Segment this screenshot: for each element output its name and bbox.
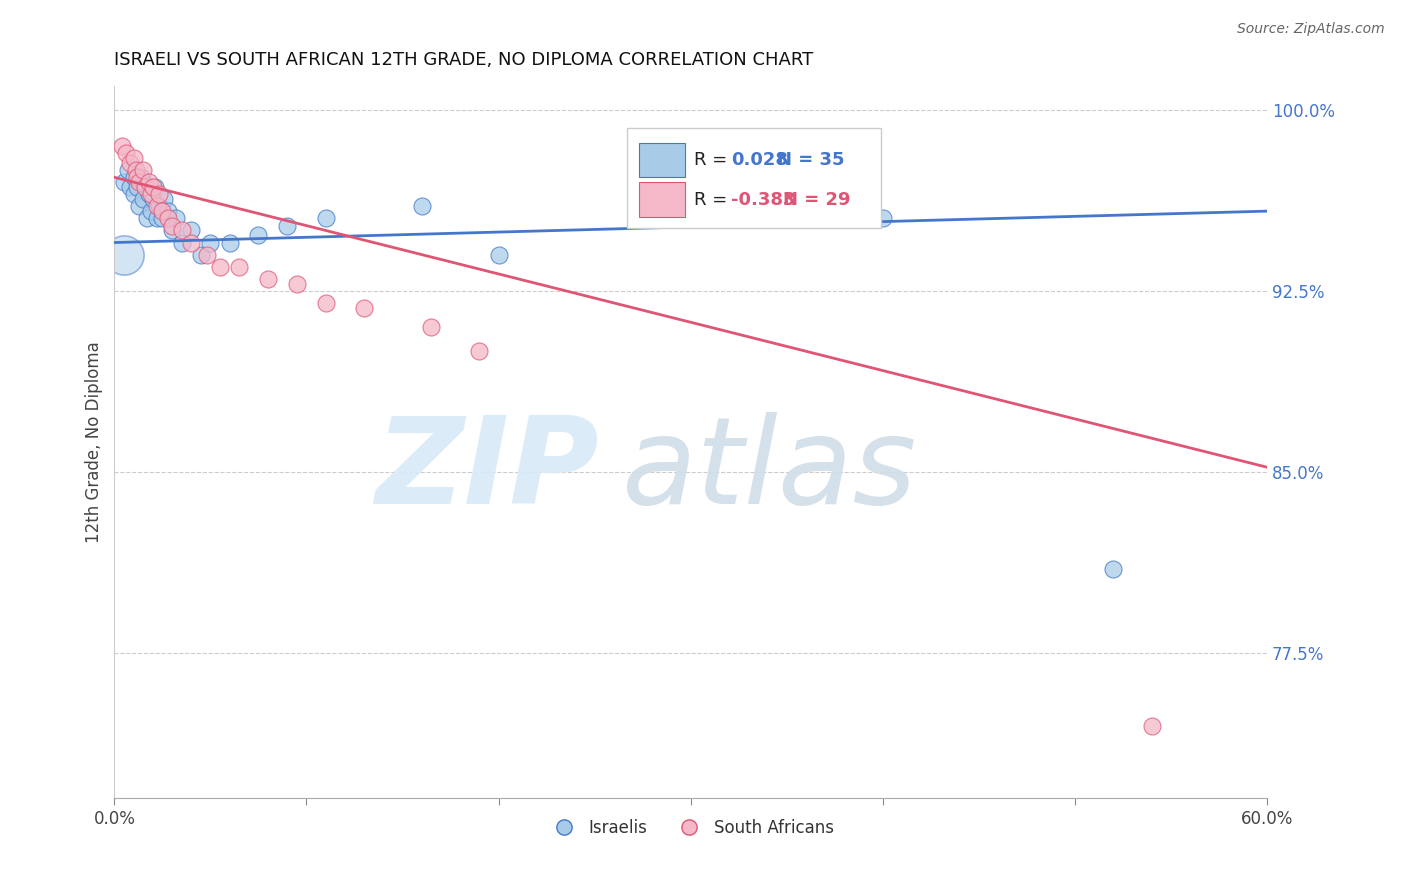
Point xyxy=(872,211,894,226)
Point xyxy=(127,180,149,194)
Point xyxy=(488,247,510,261)
Point xyxy=(145,211,167,226)
Text: -0.383: -0.383 xyxy=(731,191,796,209)
Point xyxy=(195,247,218,261)
Point xyxy=(285,277,308,291)
Point xyxy=(468,344,491,359)
Text: Source: ZipAtlas.com: Source: ZipAtlas.com xyxy=(1237,22,1385,37)
Text: ISRAELI VS SOUTH AFRICAN 12TH GRADE, NO DIPLOMA CORRELATION CHART: ISRAELI VS SOUTH AFRICAN 12TH GRADE, NO … xyxy=(114,51,814,69)
Point xyxy=(139,204,162,219)
Point xyxy=(180,223,202,237)
Y-axis label: 12th Grade, No Diploma: 12th Grade, No Diploma xyxy=(86,341,103,542)
Point xyxy=(218,235,240,250)
Point xyxy=(132,175,155,189)
Point xyxy=(1102,562,1125,576)
Point xyxy=(148,199,170,213)
Point xyxy=(1140,719,1163,733)
Point xyxy=(209,260,232,274)
Text: ZIP: ZIP xyxy=(375,412,599,529)
Point xyxy=(315,211,337,226)
Point xyxy=(200,235,222,250)
Point xyxy=(112,175,135,189)
Point xyxy=(132,163,155,178)
Point xyxy=(679,199,702,213)
Point xyxy=(129,170,152,185)
Bar xyxy=(638,143,685,177)
Text: R =: R = xyxy=(695,151,733,169)
Point xyxy=(134,180,156,194)
Point xyxy=(115,146,138,161)
Point xyxy=(148,187,170,202)
Point xyxy=(139,187,162,202)
Point xyxy=(138,187,160,202)
Point xyxy=(122,170,145,185)
Point xyxy=(180,235,202,250)
Point xyxy=(152,204,174,219)
Legend: Israelis, South Africans: Israelis, South Africans xyxy=(540,812,841,843)
Point xyxy=(170,223,193,237)
Point xyxy=(157,211,180,226)
Point xyxy=(353,301,375,315)
Point xyxy=(190,247,212,261)
Point xyxy=(165,211,187,226)
Point xyxy=(122,151,145,165)
Point xyxy=(143,180,166,194)
Point xyxy=(228,260,250,274)
Point xyxy=(118,180,141,194)
Point xyxy=(152,211,174,226)
Point xyxy=(420,320,443,334)
Point xyxy=(160,219,183,233)
Point xyxy=(142,180,165,194)
Point xyxy=(128,175,150,189)
Text: atlas: atlas xyxy=(621,412,917,529)
Bar xyxy=(638,183,685,217)
Point xyxy=(153,192,176,206)
Point xyxy=(128,199,150,213)
Point xyxy=(145,199,167,213)
Point xyxy=(132,192,155,206)
Text: R =: R = xyxy=(695,191,733,209)
Point xyxy=(160,223,183,237)
Point xyxy=(117,163,139,178)
Point xyxy=(124,163,146,178)
FancyBboxPatch shape xyxy=(627,128,880,228)
Point xyxy=(157,204,180,219)
Point xyxy=(276,219,298,233)
Point xyxy=(136,211,159,226)
Point xyxy=(118,156,141,170)
Point xyxy=(138,175,160,189)
Point xyxy=(112,247,135,261)
Text: N = 29: N = 29 xyxy=(783,191,851,209)
Point xyxy=(315,296,337,310)
Point xyxy=(122,187,145,202)
Point xyxy=(170,235,193,250)
Point xyxy=(127,170,149,185)
Text: N = 35: N = 35 xyxy=(778,151,845,169)
Point xyxy=(411,199,433,213)
Point xyxy=(257,272,280,286)
Point xyxy=(111,139,134,153)
Point xyxy=(247,228,270,243)
Point xyxy=(142,192,165,206)
Text: 0.028: 0.028 xyxy=(731,151,787,169)
